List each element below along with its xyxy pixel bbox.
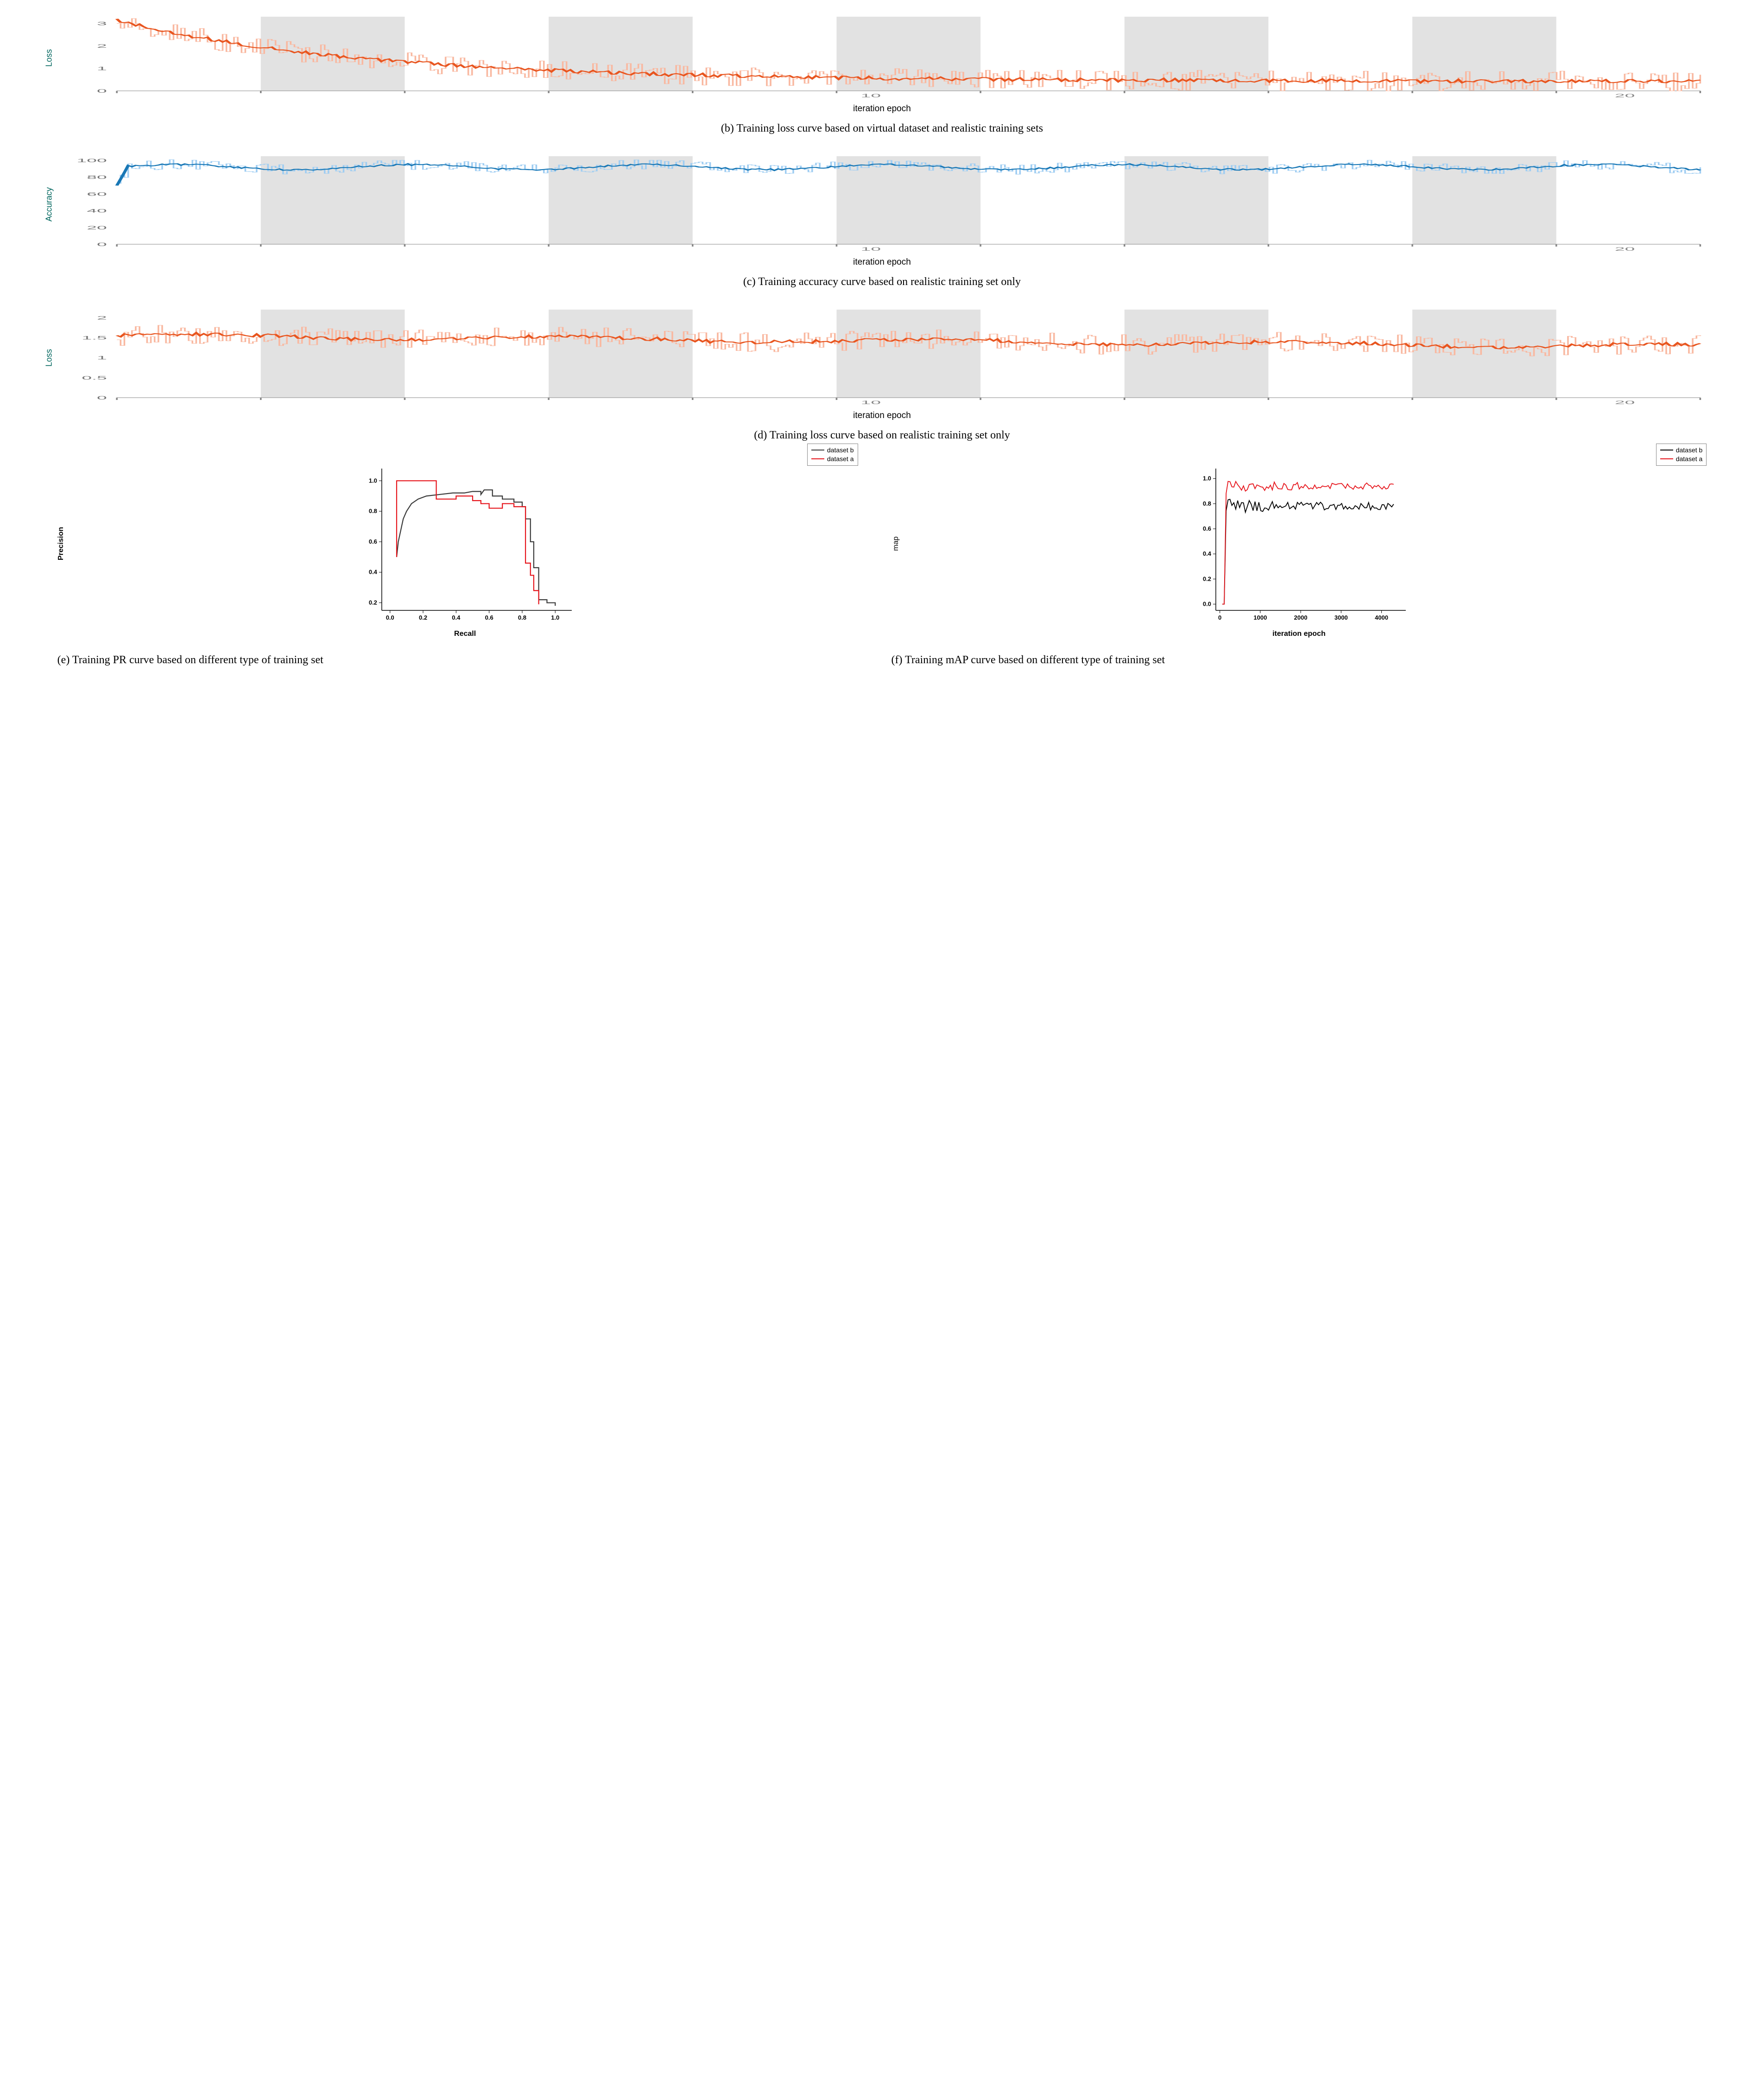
caption-c: (c) Training accuracy curve based on rea… bbox=[14, 276, 1750, 288]
svg-text:0: 0 bbox=[97, 88, 107, 94]
caption-f: (f) Training mAP curve based on differen… bbox=[891, 652, 1707, 668]
svg-text:1.5: 1.5 bbox=[82, 335, 107, 341]
svg-text:1.0: 1.0 bbox=[369, 477, 377, 484]
chart-d-ylabel: Loss bbox=[44, 349, 54, 367]
svg-text:0.8: 0.8 bbox=[518, 614, 526, 621]
legend-item: dataset a bbox=[811, 455, 854, 463]
svg-text:2: 2 bbox=[97, 315, 107, 321]
svg-text:0.2: 0.2 bbox=[1202, 575, 1211, 582]
chart-d-xlabel: iteration epoch bbox=[14, 411, 1750, 421]
svg-text:10: 10 bbox=[860, 93, 881, 98]
svg-text:0.4: 0.4 bbox=[452, 614, 461, 621]
legend-item: dataset b bbox=[811, 446, 854, 455]
chart-b: Loss 01231020 bbox=[57, 14, 1707, 102]
svg-text:0: 0 bbox=[97, 395, 107, 400]
figure-d: Loss 0 0.5 1 1.5 2 10 20 iteration epoch (d) T… bbox=[14, 307, 1750, 442]
legend-label: dataset a bbox=[827, 455, 854, 463]
chart-f-xlabel: iteration epoch bbox=[891, 630, 1707, 638]
svg-text:20: 20 bbox=[1615, 400, 1635, 405]
svg-text:0.2: 0.2 bbox=[419, 614, 427, 621]
svg-text:1: 1 bbox=[97, 355, 107, 361]
svg-text:1.0: 1.0 bbox=[1202, 475, 1211, 482]
svg-text:1: 1 bbox=[97, 66, 107, 71]
svg-text:0: 0 bbox=[97, 241, 107, 247]
svg-text:20: 20 bbox=[1615, 93, 1635, 98]
legend-label: dataset a bbox=[1676, 455, 1703, 463]
svg-text:0.0: 0.0 bbox=[386, 614, 394, 621]
svg-text:0.8: 0.8 bbox=[1202, 500, 1211, 507]
chart-e-ylabel: Precision bbox=[57, 527, 65, 560]
svg-text:4000: 4000 bbox=[1375, 614, 1388, 621]
chart-b-xlabel: iteration epoch bbox=[14, 104, 1750, 114]
svg-text:100: 100 bbox=[76, 158, 107, 163]
chart-e: dataset b dataset a 0.00.20.40.60.81.00.… bbox=[57, 460, 873, 627]
svg-text:0.4: 0.4 bbox=[1202, 550, 1211, 557]
chart-f: dataset b dataset a 010002000300040000.0… bbox=[891, 460, 1707, 627]
svg-text:40: 40 bbox=[87, 208, 107, 214]
figure-c: Accuracy 0 20 40 60 80 100 10 20 iteration epoc… bbox=[14, 153, 1750, 288]
legend-label: dataset b bbox=[1676, 446, 1703, 455]
svg-text:20: 20 bbox=[87, 225, 107, 230]
svg-text:60: 60 bbox=[87, 191, 107, 197]
chart-f-ylabel: map bbox=[892, 536, 900, 551]
svg-text:80: 80 bbox=[87, 175, 107, 180]
svg-text:0.6: 0.6 bbox=[485, 614, 493, 621]
figure-b: Loss 0 1 2 3 10 20 iteration epoch (b) Traini… bbox=[14, 14, 1750, 135]
chart-d: Loss 00.511.521020 bbox=[57, 307, 1707, 409]
svg-text:0.2: 0.2 bbox=[369, 599, 377, 606]
svg-text:3000: 3000 bbox=[1334, 614, 1347, 621]
svg-text:0.0: 0.0 bbox=[1202, 600, 1211, 607]
svg-text:0.5: 0.5 bbox=[82, 375, 107, 381]
chart-c-xlabel: iteration epoch bbox=[14, 257, 1750, 267]
svg-text:2000: 2000 bbox=[1294, 614, 1307, 621]
svg-text:10: 10 bbox=[860, 246, 881, 252]
svg-text:10: 10 bbox=[860, 400, 881, 405]
svg-text:1.0: 1.0 bbox=[551, 614, 559, 621]
legend-e: dataset b dataset a bbox=[807, 444, 858, 466]
svg-text:0: 0 bbox=[1218, 614, 1221, 621]
svg-text:3: 3 bbox=[97, 21, 107, 26]
caption-e: (e) Training PR curve based on different… bbox=[57, 652, 873, 668]
legend-item: dataset b bbox=[1660, 446, 1703, 455]
caption-b: (b) Training loss curve based on virtual… bbox=[14, 122, 1750, 135]
chart-c-ylabel: Accuracy bbox=[44, 187, 54, 222]
svg-text:2: 2 bbox=[97, 43, 107, 49]
legend-f: dataset b dataset a bbox=[1656, 444, 1707, 466]
legend-item: dataset a bbox=[1660, 455, 1703, 463]
figure-e: dataset b dataset a 0.00.20.40.60.81.00.… bbox=[57, 460, 873, 668]
svg-text:0.8: 0.8 bbox=[369, 507, 377, 514]
chart-b-ylabel: Loss bbox=[44, 49, 54, 67]
chart-c: Accuracy 0204060801001020 bbox=[57, 153, 1707, 255]
bottom-row: dataset b dataset a 0.00.20.40.60.81.00.… bbox=[57, 460, 1707, 668]
svg-text:1000: 1000 bbox=[1253, 614, 1267, 621]
svg-text:0.4: 0.4 bbox=[369, 569, 378, 576]
svg-text:0.6: 0.6 bbox=[1202, 525, 1211, 532]
svg-text:20: 20 bbox=[1615, 246, 1635, 252]
figure-f: dataset b dataset a 010002000300040000.0… bbox=[891, 460, 1707, 668]
caption-d: (d) Training loss curve based on realist… bbox=[14, 429, 1750, 442]
svg-text:0.6: 0.6 bbox=[369, 538, 377, 545]
legend-label: dataset b bbox=[827, 446, 854, 455]
chart-e-xlabel: Recall bbox=[57, 630, 873, 638]
